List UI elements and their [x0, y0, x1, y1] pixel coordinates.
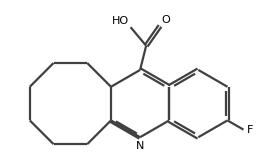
Text: N: N [136, 141, 144, 151]
Text: O: O [162, 15, 171, 25]
Text: F: F [247, 125, 253, 135]
Text: HO: HO [112, 16, 129, 26]
